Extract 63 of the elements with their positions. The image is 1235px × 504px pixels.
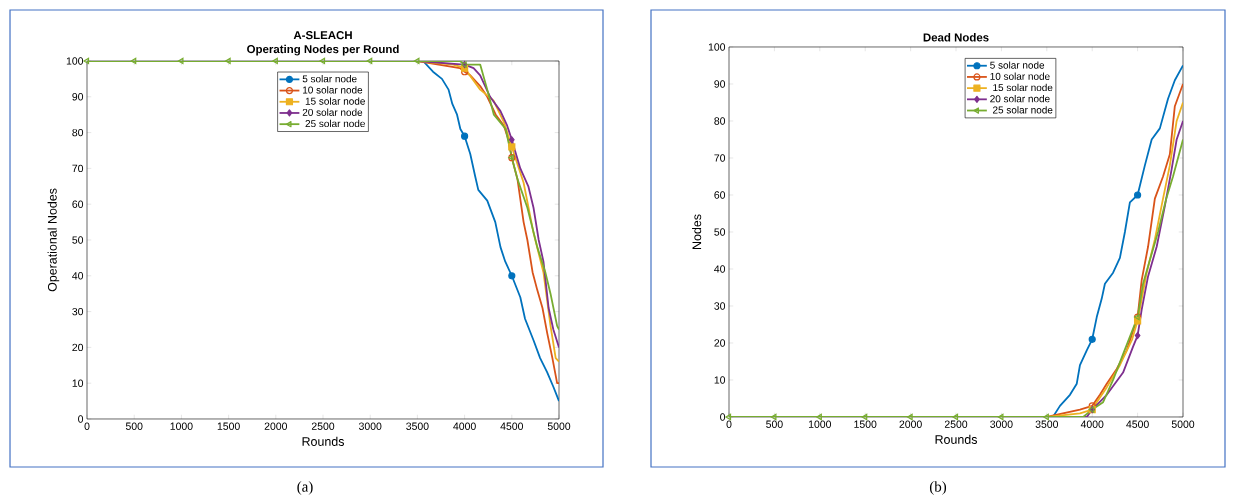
x-tick-label: 0 — [726, 420, 732, 428]
y-tick-label: 30 — [72, 307, 84, 316]
x-tick-label: 3000 — [990, 420, 1013, 428]
legend-label: 25 solar node — [305, 119, 365, 128]
chart-title: A-SLEACH — [293, 31, 352, 40]
y-tick-label: 0 — [78, 415, 84, 423]
y-tick-label: 10 — [72, 379, 84, 387]
y-tick-label: 90 — [714, 80, 726, 88]
legend-label: 25 solar node — [993, 106, 1053, 114]
x-axis-title: Rounds — [935, 434, 978, 444]
legend-label: 15 solar node — [993, 83, 1053, 92]
x-tick-label: 0 — [84, 422, 90, 430]
x-tick-label: 500 — [766, 420, 783, 428]
x-tick-label: 2000 — [899, 420, 922, 428]
y-tick-label: 80 — [72, 128, 84, 137]
legend-label: 10 solar node — [303, 86, 363, 94]
x-tick-label: 2500 — [944, 420, 968, 428]
x-tick-label: 3500 — [1035, 420, 1059, 428]
x-tick-label: 4000 — [453, 422, 476, 430]
chart-title: Dead Nodes — [923, 33, 989, 42]
legend-label: 15 solar node — [305, 97, 365, 105]
y-tick-label: 10 — [714, 376, 726, 384]
y-tick-label: 50 — [714, 228, 726, 236]
chart-subtitle: Operating Nodes per Round — [247, 44, 399, 56]
y-tick-label: 20 — [72, 343, 84, 352]
y-tick-label: 40 — [714, 265, 726, 273]
text: (b) — [929, 481, 947, 495]
x-tick-label: 1000 — [170, 422, 193, 430]
y-tick-label: 60 — [72, 200, 84, 208]
y-tick-label: 20 — [714, 339, 726, 347]
y-axis-title: Nodes — [692, 214, 702, 249]
x-tick-label: 1000 — [808, 420, 832, 428]
legend-label: 5 solar node — [302, 75, 357, 83]
x-tick-label: 4000 — [1080, 420, 1104, 428]
x-tick-label: 1500 — [217, 422, 240, 430]
x-tick-label: 500 — [125, 422, 143, 430]
y-tick-label: 40 — [72, 272, 84, 280]
text: (a) — [297, 481, 313, 495]
y-tick-label: 60 — [714, 191, 726, 199]
y-tick-label: 100 — [66, 57, 84, 65]
legend-label: 20 solar node — [302, 108, 363, 116]
x-axis-title: Rounds — [302, 436, 345, 446]
x-tick-label: 1500 — [854, 420, 877, 428]
y-tick-label: 50 — [72, 236, 84, 244]
y-tick-label: 70 — [72, 164, 84, 173]
x-tick-label: 4500 — [1126, 420, 1149, 428]
x-tick-label: 3500 — [406, 422, 429, 430]
legend-label: 5 solar node — [990, 61, 1045, 69]
y-tick-label: 30 — [714, 302, 726, 310]
y-tick-label: 90 — [72, 93, 84, 101]
x-tick-label: 2000 — [264, 422, 288, 430]
y-tick-label: 70 — [714, 154, 726, 162]
y-tick-label: 80 — [714, 117, 726, 125]
y-axis-title: Operational Nodes — [47, 188, 60, 292]
x-tick-label: 5000 — [1171, 420, 1195, 428]
legend-label: 20 solar node — [990, 94, 1050, 103]
y-tick-label: 100 — [708, 43, 726, 51]
x-tick-label: 4500 — [500, 422, 524, 430]
x-tick-label: 5000 — [547, 422, 571, 430]
y-tick-label: 0 — [720, 413, 726, 421]
legend-label: 10 solar node — [990, 72, 1050, 80]
x-tick-label: 3000 — [358, 422, 382, 430]
x-tick-label: 2500 — [311, 422, 335, 430]
